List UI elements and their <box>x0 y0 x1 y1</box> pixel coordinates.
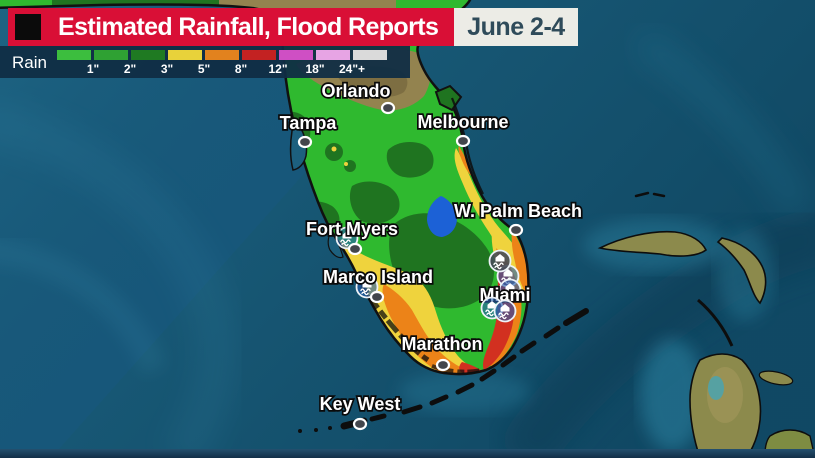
title-bar: Estimated Rainfall, Flood Reports <box>8 8 455 46</box>
city-markers: Orlando Tampa Melbourne W. Palm Beach Fort M… <box>278 79 584 431</box>
legend-swatch <box>57 50 91 60</box>
legend-swatch <box>131 50 165 60</box>
lake-okeechobee <box>427 196 457 237</box>
flood-report-icons <box>480 249 517 323</box>
city-dot-tampa <box>297 135 313 149</box>
channel-logo-square <box>15 14 41 40</box>
flood-report-icon <box>488 249 512 273</box>
city-label-w-palm-beach: W. Palm Beach <box>454 201 582 221</box>
flood-report-icon <box>355 275 379 299</box>
legend-swatch <box>242 50 276 60</box>
legend-swatch <box>168 50 202 60</box>
page-title: Estimated Rainfall, Flood Reports <box>58 12 439 41</box>
city-label-fort-myers: Fort Myers <box>306 219 398 239</box>
flood-report-icon <box>498 278 522 302</box>
city-dot-w-palm-beach <box>508 223 524 237</box>
legend-tick-label: 18" <box>305 62 325 76</box>
flood-report-icons-under-labels <box>335 226 522 302</box>
abaco-island <box>716 237 767 305</box>
header-banner: Estimated Rainfall, Flood Reports June 2… <box>8 8 578 46</box>
rain-legend: Rain 1" 2" 3" 5" 8" 12" 18" 24"+ <box>0 46 410 78</box>
legend-tick-label: 12" <box>268 62 288 76</box>
legend-tick-label: 3" <box>160 62 174 76</box>
city-label-tampa: Tampa <box>280 113 338 133</box>
city-label-marco-island: Marco Island <box>323 267 433 287</box>
date-badge: June 2-4 <box>454 8 578 46</box>
grand-bahama-island <box>597 230 708 257</box>
legend-swatch <box>205 50 239 60</box>
city-label-orlando: Orlando <box>321 81 390 101</box>
flood-report-icon <box>335 226 359 250</box>
legend-swatch <box>94 50 128 60</box>
legend-tick-label: 1" <box>86 62 100 76</box>
legend-tick-label: 5" <box>197 62 211 76</box>
city-label-key-west: Key West <box>320 394 401 414</box>
legend-swatches <box>57 50 387 60</box>
city-dot-key-west <box>352 417 368 431</box>
city-dot-orlando <box>380 101 396 115</box>
bimini-island <box>758 370 794 386</box>
legend-swatch <box>316 50 350 60</box>
legend-title: Rain <box>12 53 47 72</box>
legend-swatch <box>353 50 387 60</box>
flood-report-icon <box>493 299 517 323</box>
city-dot-fort-myers <box>347 242 363 256</box>
eleuthera-island <box>697 298 734 347</box>
bottom-bar <box>0 449 815 458</box>
legend-tick-label: 8" <box>234 62 248 76</box>
city-dot-marco-island <box>369 290 385 304</box>
city-label-marathon: Marathon <box>402 334 483 354</box>
city-label-melbourne: Melbourne <box>417 112 508 132</box>
legend-swatch <box>279 50 313 60</box>
city-dot-marathon <box>435 358 451 372</box>
city-dot-melbourne <box>455 134 471 148</box>
legend-tick-label: 2" <box>123 62 137 76</box>
legend-tick-label: 24"+ <box>338 62 366 76</box>
